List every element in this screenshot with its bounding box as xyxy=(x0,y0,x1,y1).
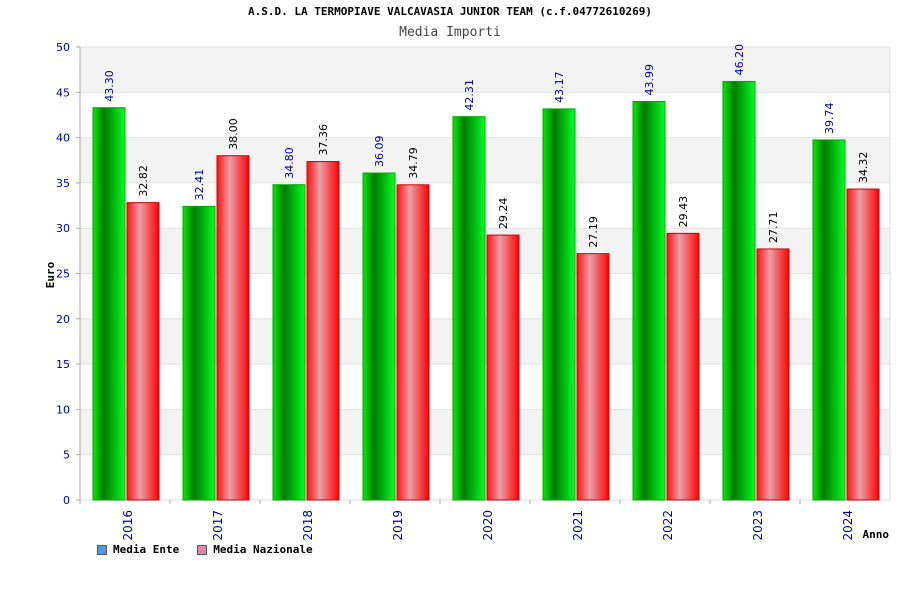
bar-media-nazionale xyxy=(846,188,880,501)
bar-media-ente xyxy=(812,139,846,501)
y-tick-label: 40 xyxy=(56,132,70,145)
value-labels: 43.30 32.82 32.41 38.00 34.80 37.36 36.09 34.79… xyxy=(103,44,870,248)
bar-media-nazionale xyxy=(126,202,160,501)
bar-media-ente xyxy=(92,107,126,501)
legend-swatch-media-nazionale xyxy=(197,544,208,555)
grid-band xyxy=(80,47,890,93)
legend: Media Ente Media Nazionale xyxy=(97,543,313,556)
data-label: 37.36 xyxy=(317,124,330,156)
data-label: 43.30 xyxy=(103,70,116,102)
x-tick-label: 2016 xyxy=(121,510,135,541)
legend-item-media-nazionale: Media Nazionale xyxy=(197,543,313,556)
y-tick-label: 0 xyxy=(63,494,70,507)
legend-swatch-media-ente xyxy=(97,544,107,555)
x-tick-label: 2019 xyxy=(391,510,405,541)
x-tick-label: 2018 xyxy=(301,510,315,541)
data-label: 43.99 xyxy=(643,64,656,96)
bar-media-nazionale xyxy=(756,248,790,501)
data-label: 32.82 xyxy=(137,165,150,197)
data-label: 42.31 xyxy=(463,79,476,111)
bar-media-ente xyxy=(362,172,396,501)
bar-media-ente xyxy=(182,205,216,501)
y-tick-label: 20 xyxy=(56,313,70,326)
y-tick-label: 5 xyxy=(63,449,70,462)
bar-media-nazionale xyxy=(666,232,700,501)
y-tick-label: 35 xyxy=(56,177,70,190)
x-tick-label: 2021 xyxy=(571,510,585,541)
data-label: 29.24 xyxy=(497,198,510,230)
x-tick-label: 2020 xyxy=(481,510,495,541)
bar-media-ente xyxy=(272,184,306,501)
x-tick-label: 2024 xyxy=(841,510,855,541)
data-label: 38.00 xyxy=(227,118,240,150)
bar-media-ente xyxy=(722,80,756,501)
data-label: 29.43 xyxy=(677,196,690,228)
bar-media-ente xyxy=(632,100,666,501)
y-axis-label: Euro xyxy=(44,261,57,288)
y-tick-label: 50 xyxy=(56,41,70,54)
x-tick-label: 2023 xyxy=(751,510,765,541)
data-label: 32.41 xyxy=(193,169,206,201)
bar-media-nazionale xyxy=(576,253,610,501)
data-label: 46.20 xyxy=(733,44,746,76)
bar-media-nazionale xyxy=(216,155,250,501)
y-tick-label: 25 xyxy=(56,268,70,281)
bars xyxy=(92,80,880,501)
bar-media-nazionale xyxy=(486,234,520,501)
y-tick-label: 15 xyxy=(56,358,70,371)
legend-label-media-nazionale: Media Nazionale xyxy=(213,543,313,556)
bar-media-nazionale xyxy=(306,161,340,501)
data-label: 34.79 xyxy=(407,147,420,179)
x-axis-label: Anno xyxy=(863,528,890,541)
y-tick-label: 10 xyxy=(56,403,70,416)
chart-title: A.S.D. LA TERMOPIAVE VALCAVASIA JUNIOR T… xyxy=(248,5,652,18)
bar-media-ente xyxy=(542,108,576,501)
chart-subtitle: Media Importi xyxy=(399,25,501,40)
bar-media-ente xyxy=(452,116,486,501)
data-label: 34.32 xyxy=(857,152,870,184)
data-label: 39.74 xyxy=(823,102,836,134)
data-label: 34.80 xyxy=(283,147,296,179)
data-label: 27.71 xyxy=(767,211,780,243)
legend-item-media-ente: Media Ente xyxy=(97,543,179,556)
y-tick-label: 45 xyxy=(56,86,70,99)
legend-label-media-ente: Media Ente xyxy=(113,543,180,556)
data-label: 27.19 xyxy=(587,216,600,248)
y-tick-label: 30 xyxy=(56,222,70,235)
bar-media-nazionale xyxy=(396,184,430,501)
x-tick-label: 2017 xyxy=(211,510,225,541)
data-label: 43.17 xyxy=(553,71,566,103)
data-label: 36.09 xyxy=(373,136,386,168)
x-tick-label: 2022 xyxy=(661,510,675,541)
